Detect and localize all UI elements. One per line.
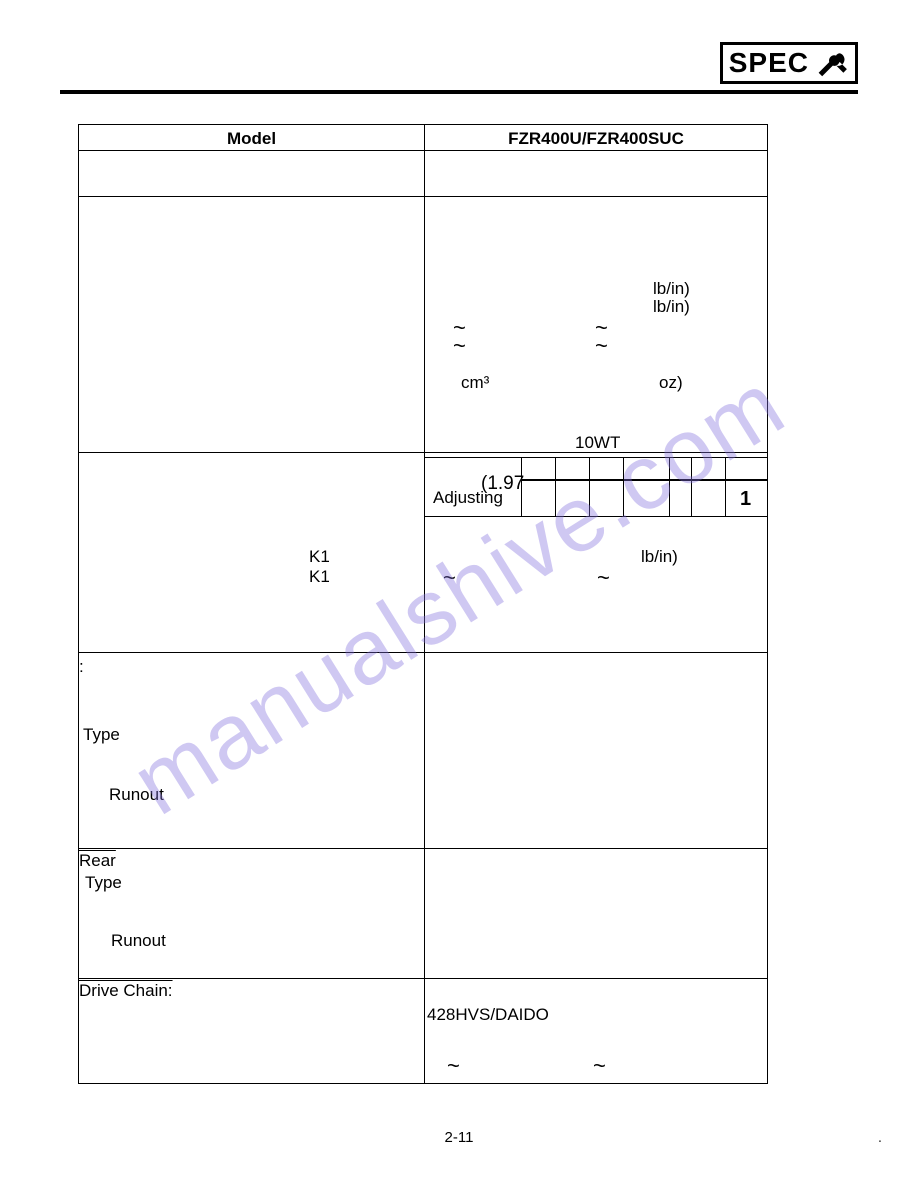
row-chain-right: 428HVS/DAIDO ~ ~ <box>425 979 767 1083</box>
chain-val: 428HVS/DAIDO <box>427 1005 549 1025</box>
row-blank-left <box>79 151 425 196</box>
row-shock-right: (1.97 lb/in) ~ ~ Adjusting 1 <box>425 453 767 652</box>
spec-badge-label: SPEC <box>729 47 809 79</box>
tilde-3: ~ <box>453 333 466 359</box>
adjust-one: 1 <box>740 488 751 511</box>
row-fork-left <box>79 197 425 452</box>
swing-runout: Runout <box>109 785 164 805</box>
row-swing-left: : Type Runout <box>79 653 425 848</box>
shock-tilde-1: ~ <box>443 565 456 591</box>
swing-colon: : <box>79 657 84 677</box>
shock-lbin: lb/in) <box>641 547 678 567</box>
row-rear-left: Rear Type Runout <box>79 849 425 978</box>
row-shock-left: K1 K1 <box>79 453 425 652</box>
adjust-label: Adjusting <box>433 488 503 508</box>
spec-badge: SPEC <box>720 42 858 84</box>
unit-cm3: cm³ <box>461 373 489 393</box>
row-swing-right <box>425 653 767 848</box>
chain-title: Drive Chain: <box>79 981 173 1001</box>
chain-tilde-2: ~ <box>593 1053 606 1079</box>
spec-tools-icon <box>813 48 849 78</box>
k1-a: K1 <box>309 547 330 567</box>
unit-oz: oz) <box>659 373 683 393</box>
k1-b: K1 <box>309 567 330 587</box>
unit-lbin-1: lb/in) <box>653 279 690 299</box>
tilde-4: ~ <box>595 333 608 359</box>
row-blank-right <box>425 151 767 196</box>
print-slip: . <box>878 1129 882 1146</box>
row-rear-right <box>425 849 767 978</box>
chain-tilde-1: ~ <box>447 1053 460 1079</box>
rear-runout: Runout <box>111 931 166 951</box>
rear-title: Rear <box>79 851 116 871</box>
page-number: 2-11 <box>445 1129 474 1146</box>
row-chain-left: Drive Chain: <box>79 979 425 1083</box>
top-rule <box>60 90 858 94</box>
shock-tilde-2: ~ <box>597 565 610 591</box>
row-fork-right: lb/in) lb/in) ~ ~ ~ ~ cm³ oz) 10WT <box>425 197 767 452</box>
spec-table: Model FZR400U/FZR400SUC lb/in) lb/in) ~ … <box>78 124 768 1084</box>
adjust-subgrid: Adjusting 1 <box>425 457 767 517</box>
unit-lbin-2: lb/in) <box>653 297 690 317</box>
header-model: Model <box>79 125 425 150</box>
header-value: FZR400U/FZR400SUC <box>425 125 767 150</box>
swing-type: Type <box>83 725 120 745</box>
rear-type: Type <box>85 873 122 893</box>
oil-wt: 10WT <box>575 433 620 453</box>
